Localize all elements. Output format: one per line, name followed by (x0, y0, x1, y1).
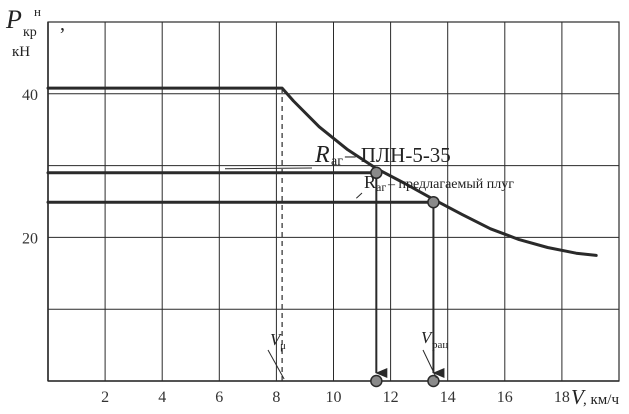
operating-point (427, 195, 440, 209)
annotation-rag-plnl-sub: аг (331, 154, 343, 169)
x-tick-label: 14 (440, 389, 456, 406)
x-tick-label: 8 (272, 389, 280, 406)
annotation-v-mu-main: V (270, 330, 283, 349)
annotation-rag-plnl-rest: – ПЛН-5-35 (344, 143, 451, 167)
x-tick-label: 16 (497, 389, 513, 406)
y-tick-label: 20 (22, 230, 38, 247)
x-axis-label-main: V (571, 385, 586, 409)
y-axis-label-comma: , (60, 13, 65, 35)
x-axis-label-unit: , км/ч (583, 392, 619, 408)
y-axis-label-main: P (5, 5, 22, 34)
y-axis-label-sup: н (34, 4, 41, 19)
annotation-rag-new-sub: аг (376, 180, 386, 194)
grid (47, 21, 620, 382)
axis-marker-point (370, 374, 383, 388)
annotation-v-rac-main: V (421, 328, 434, 347)
leader-line-rag-new (356, 192, 363, 199)
leader-line-v-rac (422, 349, 437, 379)
x-tick-label: 18 (554, 389, 570, 406)
y-tick-label: 40 (22, 87, 38, 104)
marks-group (225, 88, 445, 388)
x-tick-labels: 2 4 6 8 10 12 14 16 18 (101, 389, 570, 406)
annotation-rag-plnl-main: R (314, 142, 330, 168)
x-tick-label: 10 (326, 389, 342, 406)
leader-line-v-mu (267, 349, 285, 380)
leader-line-rag-plnl (225, 167, 313, 170)
x-tick-label: 4 (158, 389, 166, 406)
y-axis-label-sub: кр (23, 25, 37, 40)
series-group (46, 86, 598, 257)
y-axis-label-unit: кН (12, 44, 30, 60)
annotation-rag-new-rest: – предлагаемый плуг (387, 177, 514, 192)
annotation-v-mu-sub: μ (280, 340, 286, 352)
annotation-v-rac-sub: рац (432, 339, 448, 351)
annotation-rag-new-main: R (364, 172, 376, 192)
x-tick-label: 2 (101, 389, 109, 406)
x-tick-label: 6 (215, 389, 223, 406)
series-traction-curve (46, 86, 598, 257)
axis-marker-point (427, 374, 440, 388)
x-tick-label: 12 (383, 389, 399, 406)
operating-point (370, 166, 383, 180)
